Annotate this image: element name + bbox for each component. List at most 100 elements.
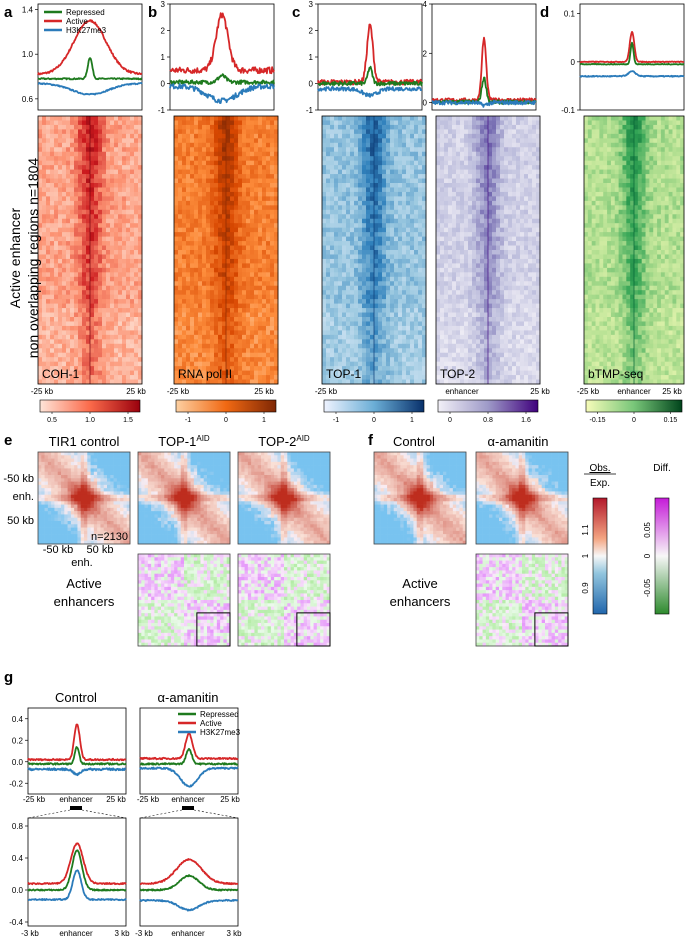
heatmap-cell bbox=[126, 343, 131, 349]
heatmap-cell bbox=[126, 379, 131, 385]
heatmap-cell bbox=[402, 312, 407, 318]
heatmap-cell bbox=[138, 352, 143, 358]
heatmap-cell bbox=[230, 205, 235, 211]
heatmap-cell bbox=[330, 361, 335, 367]
heatmap-cell bbox=[254, 218, 259, 224]
heatmap-cell bbox=[532, 138, 537, 144]
heatmap-cell bbox=[270, 258, 275, 264]
heatmap-cell bbox=[82, 160, 87, 166]
heatmap-cell bbox=[86, 116, 91, 121]
heatmap-cell bbox=[214, 299, 219, 304]
heatmap-cell bbox=[138, 196, 143, 202]
heatmap-cell bbox=[102, 267, 107, 273]
heatmap-cell bbox=[414, 120, 419, 126]
heatmap-cell bbox=[174, 227, 179, 233]
heatmap-cell bbox=[422, 375, 427, 380]
heatmap-cell bbox=[126, 254, 131, 260]
heatmap-cell bbox=[90, 209, 95, 215]
heatmap-cell bbox=[74, 361, 79, 367]
heatmap-cell bbox=[54, 165, 59, 170]
heatmap-cell bbox=[362, 156, 367, 162]
heatmap-cell bbox=[464, 138, 469, 144]
heatmap-cell bbox=[38, 330, 43, 336]
heatmap-cell bbox=[218, 174, 223, 179]
heatmap-cell bbox=[182, 281, 187, 287]
heatmap-cell bbox=[390, 254, 395, 260]
heatmap-cell bbox=[516, 124, 521, 130]
heatmap-cell bbox=[74, 241, 79, 246]
heatmap-cell bbox=[194, 151, 199, 157]
heatmap-cell bbox=[214, 258, 219, 264]
heatmap-cell bbox=[42, 124, 47, 130]
heatmap-cell bbox=[266, 321, 271, 327]
heatmap-cell bbox=[452, 138, 457, 144]
heatmap-cell bbox=[222, 218, 227, 224]
heatmap-cell bbox=[250, 366, 255, 371]
heatmap-cell bbox=[366, 276, 371, 282]
heatmap-cell bbox=[222, 178, 227, 184]
heatmap-cell bbox=[130, 361, 135, 367]
heatmap-cell bbox=[126, 120, 131, 126]
heatmap-cell bbox=[406, 285, 411, 291]
heatmap-cell bbox=[50, 370, 55, 376]
heatmap-cell bbox=[42, 209, 47, 215]
heatmap-cell bbox=[234, 156, 239, 162]
heatmap-cell bbox=[406, 357, 411, 363]
heatmap-cell bbox=[330, 209, 335, 215]
heatmap-cell bbox=[390, 187, 395, 193]
heatmap-cell bbox=[186, 361, 191, 367]
heatmap-cell bbox=[138, 258, 143, 264]
heatmap-cell bbox=[402, 352, 407, 358]
heatmap-cell bbox=[532, 142, 537, 148]
heatmap-cell bbox=[398, 214, 403, 220]
heatmap-cell bbox=[338, 330, 343, 336]
heatmap-cell bbox=[334, 254, 339, 260]
heatmap-cell bbox=[342, 191, 347, 197]
heatmap-cell bbox=[390, 116, 395, 121]
heatmap-cell bbox=[118, 205, 123, 211]
heatmap-cell bbox=[54, 276, 59, 282]
heatmap-cell bbox=[130, 294, 135, 300]
heatmap-cell bbox=[94, 205, 99, 211]
heatmap-cell bbox=[536, 138, 541, 144]
heatmap-cell bbox=[122, 183, 127, 188]
heatmap-cell bbox=[342, 308, 347, 313]
heatmap-cell bbox=[258, 178, 263, 184]
heatmap-cell bbox=[222, 375, 227, 380]
heatmap-cell bbox=[342, 366, 347, 371]
heatmap-cell bbox=[70, 294, 75, 300]
heatmap-cell bbox=[218, 236, 223, 242]
heatmap-cell bbox=[362, 236, 367, 242]
heatmap-cell bbox=[354, 290, 359, 296]
heatmap-cell bbox=[330, 375, 335, 380]
heatmap-cell bbox=[210, 281, 215, 287]
heatmap-cell bbox=[410, 308, 415, 313]
heatmap-cell bbox=[90, 169, 95, 175]
heatmap-cell bbox=[218, 325, 223, 331]
heatmap-cell bbox=[214, 116, 219, 121]
heatmap-cell bbox=[414, 245, 419, 251]
heatmap-cell bbox=[38, 317, 43, 322]
heatmap-cell bbox=[436, 120, 441, 126]
heatmap-cell bbox=[230, 241, 235, 246]
heatmap-cell bbox=[218, 245, 223, 251]
heatmap-cell bbox=[382, 245, 387, 251]
heatmap-cell bbox=[262, 236, 267, 242]
heatmap-cell bbox=[86, 218, 91, 224]
heatmap-cell bbox=[362, 299, 367, 304]
heatmap-cell bbox=[214, 178, 219, 184]
heatmap-cell bbox=[358, 151, 363, 157]
heatmap-cell bbox=[418, 361, 423, 367]
heatmap-cell bbox=[492, 129, 497, 135]
heatmap-cell bbox=[110, 348, 115, 354]
heatmap-cell bbox=[258, 379, 263, 385]
heatmap-cell bbox=[58, 120, 63, 126]
heatmap-cell bbox=[266, 352, 271, 358]
heatmap-cell bbox=[90, 339, 95, 345]
heatmap-cell bbox=[406, 156, 411, 162]
heatmap-cell bbox=[206, 299, 211, 304]
heatmap-cell bbox=[334, 223, 339, 229]
heatmap-cell bbox=[54, 348, 59, 354]
heatmap-cell bbox=[94, 339, 99, 345]
heatmap-cell bbox=[82, 147, 87, 153]
